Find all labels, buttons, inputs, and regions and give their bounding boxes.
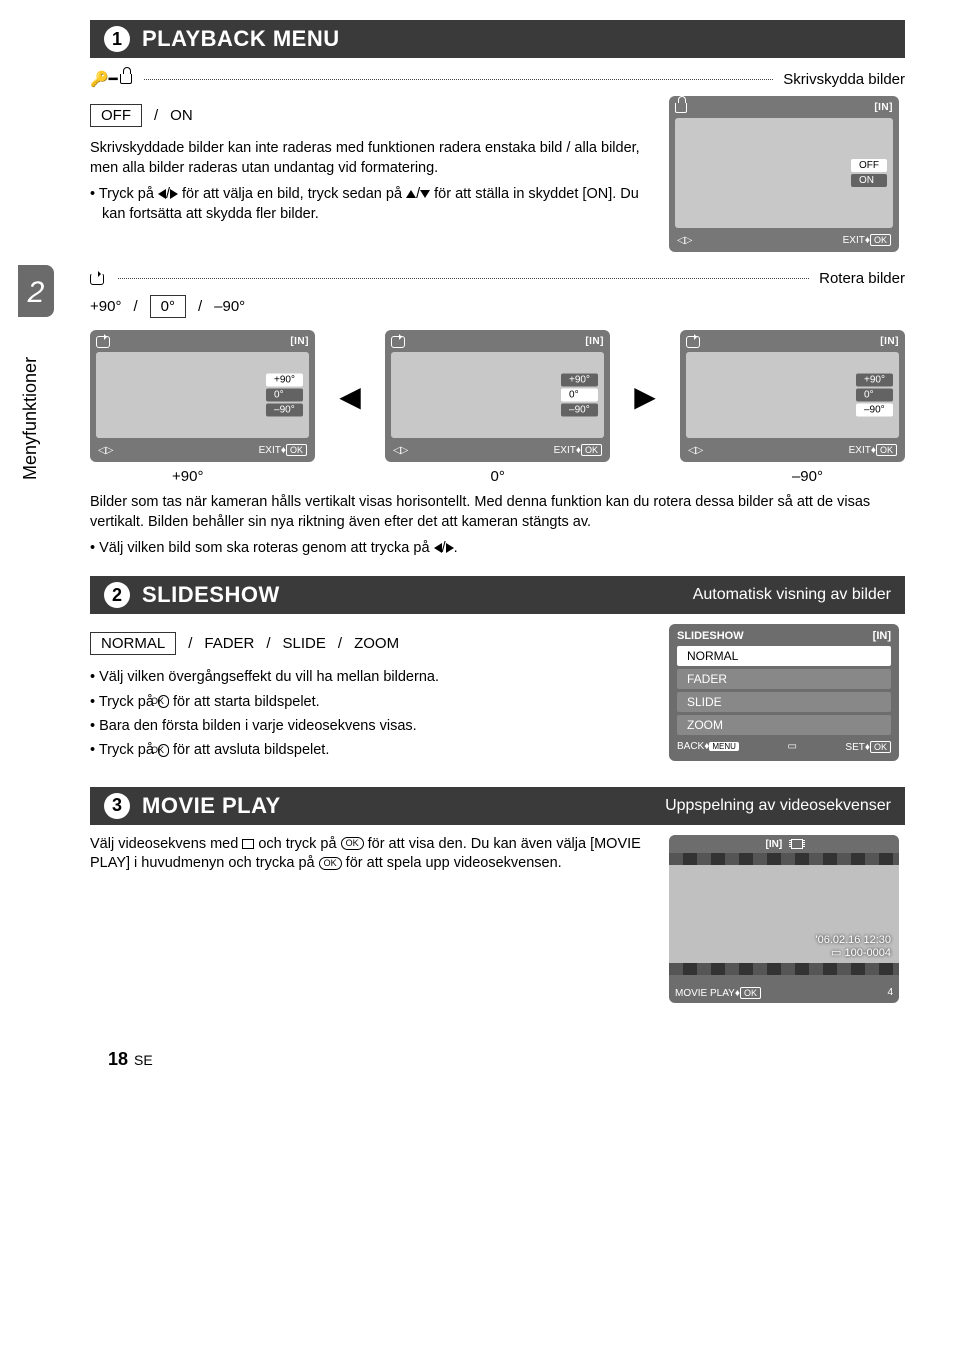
protect-options: OFF / ON: [90, 104, 647, 127]
film-icon: [242, 839, 254, 849]
slideshow-b4: Tryck på OK för att avsluta bildspelet.: [90, 740, 647, 760]
lock-icon: 🔑━: [90, 70, 134, 88]
arrow-right-icon: ▶: [634, 380, 656, 413]
slideshow-b2: Tryck på OK för att starta bildspelet.: [90, 692, 647, 712]
rotate-screens-row: [IN] +90° 0° –90° ◁▷EXIT♦OK ◀ [IN] +90° …: [90, 330, 905, 462]
slideshow-options: NORMAL/ FADER/ SLIDE/ ZOOM: [90, 632, 647, 655]
rotate-opt-p90: +90°: [90, 298, 121, 315]
lock-mini-icon: [675, 102, 689, 114]
slideshow-subtitle: Automatisk visning av bilder: [693, 586, 891, 604]
protect-desc: Skrivskyddade bilder kan inte raderas me…: [90, 139, 647, 178]
rotate-icon: [90, 270, 108, 287]
rotate-options: +90° / 0° / –90°: [90, 295, 905, 318]
movie-menu-header: 3 MOVIE PLAY Uppspelning av videosekvens…: [90, 787, 905, 825]
rotate-angle-labels: +90° 0° –90°: [90, 468, 905, 485]
protect-opt-on: ON: [170, 107, 193, 124]
rotate-screen-m90: [IN] +90° 0° –90° ◁▷EXIT♦OK: [680, 330, 905, 462]
movie-desc: Välj videosekvens med och tryck på OK fö…: [90, 835, 647, 874]
film-mini-icon: [791, 839, 803, 849]
arrow-left-icon: ◀: [339, 380, 361, 413]
chapter-tab: 2: [18, 265, 54, 317]
playback-menu-num: 1: [104, 26, 130, 52]
protect-opt-off: OFF: [90, 104, 142, 127]
rotate-heading: Rotera bilder: [90, 270, 905, 287]
rotate-opt-0: 0°: [150, 295, 186, 318]
rotate-desc: Bilder som tas när kameran hålls vertika…: [90, 493, 905, 532]
protect-bullet: Tryck på / för att välja en bild, tryck …: [90, 184, 647, 225]
slideshow-menu-num: 2: [104, 582, 130, 608]
rotate-bullet: Välj vilken bild som ska roteras genom a…: [90, 538, 905, 558]
protect-screen: [IN] OFF ON ◁▷EXIT♦OK: [669, 96, 899, 252]
page-footer: 18SE: [90, 1049, 905, 1070]
playback-menu-title: PLAYBACK MENU: [142, 26, 340, 52]
rotate-screen-0: [IN] +90° 0° –90° ◁▷EXIT♦OK: [385, 330, 610, 462]
movie-menu-num: 3: [104, 793, 130, 819]
protect-heading: 🔑━ Skrivskydda bilder: [90, 70, 905, 88]
slideshow-screen: SLIDESHOW[IN] NORMAL FADER SLIDE ZOOM BA…: [669, 624, 899, 761]
rotate-opt-m90: –90°: [214, 298, 245, 315]
movie-menu-title: MOVIE PLAY: [142, 793, 281, 819]
slideshow-b3: Bara den första bilden i varje videosekv…: [90, 716, 647, 736]
movie-screen: [IN] '06.02.16 12:30 ▭ 100-0004 MOVIE PL…: [669, 835, 899, 1003]
sidebar-label: Menyfunktioner: [20, 357, 41, 480]
slideshow-b1: Välj vilken övergångseffekt du vill ha m…: [90, 667, 647, 687]
slideshow-menu-title: SLIDESHOW: [142, 582, 280, 608]
movie-subtitle: Uppspelning av videosekvenser: [665, 797, 891, 815]
rotate-screen-p90: [IN] +90° 0° –90° ◁▷EXIT♦OK: [90, 330, 315, 462]
playback-menu-header: 1 PLAYBACK MENU: [90, 20, 905, 58]
slideshow-menu-header: 2 SLIDESHOW Automatisk visning av bilder: [90, 576, 905, 614]
